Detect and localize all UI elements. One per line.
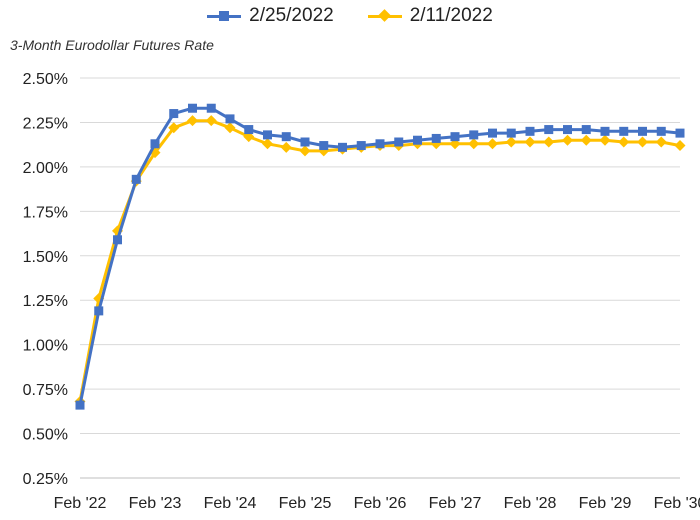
data-point bbox=[674, 140, 686, 152]
data-point bbox=[656, 126, 666, 136]
y-axis-tick-labels: 0.25% 0.50% 0.75% 1.00% 1.25% 1.50% 1.75% 2.00%… bbox=[23, 71, 68, 488]
data-point bbox=[224, 122, 236, 134]
x-tick-label: Feb '24 bbox=[204, 495, 257, 512]
data-point bbox=[505, 136, 517, 148]
data-point bbox=[113, 235, 122, 245]
x-tick-label: Feb '28 bbox=[504, 495, 557, 512]
legend-label-series-a: 2/25/2022 bbox=[249, 5, 334, 26]
legend-swatch-square-marker bbox=[207, 6, 242, 26]
legend-item-series-b: 2/11/2022 bbox=[367, 4, 493, 28]
data-point bbox=[525, 126, 535, 136]
data-point bbox=[506, 128, 516, 138]
data-point bbox=[280, 141, 292, 153]
data-point bbox=[299, 145, 311, 157]
data-point bbox=[300, 137, 310, 147]
legend-item-series-a: 2/25/2022 bbox=[207, 4, 334, 28]
data-point bbox=[168, 122, 180, 134]
data-point bbox=[206, 103, 216, 113]
data-point bbox=[562, 134, 573, 146]
y-tick-label: 2.50% bbox=[23, 71, 68, 88]
data-point bbox=[524, 136, 536, 148]
data-point bbox=[581, 125, 591, 135]
data-point bbox=[319, 141, 329, 151]
data-point bbox=[563, 125, 572, 135]
data-point bbox=[543, 136, 555, 148]
chart-subtitle: 3-Month Eurodollar Futures Rate bbox=[10, 37, 214, 53]
data-point bbox=[338, 142, 347, 152]
data-point bbox=[469, 130, 479, 140]
x-tick-label: Feb '23 bbox=[129, 495, 182, 512]
data-point bbox=[619, 126, 629, 136]
data-point bbox=[281, 132, 291, 142]
y-tick-label: 1.75% bbox=[23, 204, 68, 221]
x-tick-label: Feb '25 bbox=[279, 495, 332, 512]
x-tick-label: Feb '29 bbox=[579, 495, 632, 512]
y-tick-label: 1.50% bbox=[23, 249, 68, 266]
data-point bbox=[544, 125, 554, 135]
data-point bbox=[188, 103, 197, 113]
data-point bbox=[205, 115, 217, 127]
data-point bbox=[187, 115, 198, 127]
data-point bbox=[468, 138, 480, 150]
data-point bbox=[599, 134, 611, 146]
data-point bbox=[431, 133, 441, 143]
data-point bbox=[150, 139, 160, 149]
data-point bbox=[638, 126, 647, 136]
x-axis: Feb '22 Feb '23 Feb '24 Feb '25 Feb '26 Feb '… bbox=[54, 477, 700, 512]
data-point bbox=[600, 126, 610, 136]
data-point bbox=[618, 136, 630, 148]
data-point bbox=[356, 141, 366, 151]
data-point bbox=[75, 400, 85, 410]
data-point bbox=[94, 306, 104, 316]
y-tick-label: 2.00% bbox=[23, 160, 68, 177]
x-tick-label: Feb '30 bbox=[654, 495, 700, 512]
series-line bbox=[78, 119, 681, 402]
y-tick-label: 0.75% bbox=[23, 382, 68, 399]
y-tick-label: 0.50% bbox=[23, 427, 68, 444]
legend-swatch-diamond-marker bbox=[367, 6, 402, 26]
data-point bbox=[675, 128, 685, 138]
data-point bbox=[637, 136, 648, 148]
data-point bbox=[225, 114, 235, 124]
data-point bbox=[262, 138, 273, 150]
data-point bbox=[131, 174, 141, 184]
series-b bbox=[74, 115, 686, 408]
data-point bbox=[580, 134, 592, 146]
y-tick-label: 1.00% bbox=[23, 338, 68, 355]
data-point bbox=[244, 125, 254, 135]
x-tick-label: Feb '22 bbox=[54, 495, 107, 512]
y-tick-label: 1.25% bbox=[23, 293, 68, 310]
data-point bbox=[487, 138, 498, 150]
gridlines bbox=[80, 77, 680, 435]
data-point bbox=[375, 139, 385, 149]
x-tick-label: Feb '27 bbox=[429, 495, 482, 512]
series-layer bbox=[74, 103, 686, 410]
data-point bbox=[413, 135, 422, 145]
data-point bbox=[450, 132, 460, 142]
y-tick-label: 0.25% bbox=[23, 471, 68, 488]
series-a bbox=[75, 103, 685, 410]
y-tick-label: 2.25% bbox=[23, 115, 68, 132]
data-point bbox=[169, 109, 179, 119]
legend-label-series-b: 2/11/2022 bbox=[409, 5, 493, 26]
data-point bbox=[263, 130, 272, 140]
series-line bbox=[78, 106, 681, 406]
chart-legend: 2/25/2022 2/11/2022 bbox=[0, 4, 700, 28]
data-point bbox=[655, 136, 667, 148]
data-point bbox=[488, 128, 497, 138]
x-tick-label: Feb '26 bbox=[354, 495, 407, 512]
data-point bbox=[394, 137, 404, 147]
